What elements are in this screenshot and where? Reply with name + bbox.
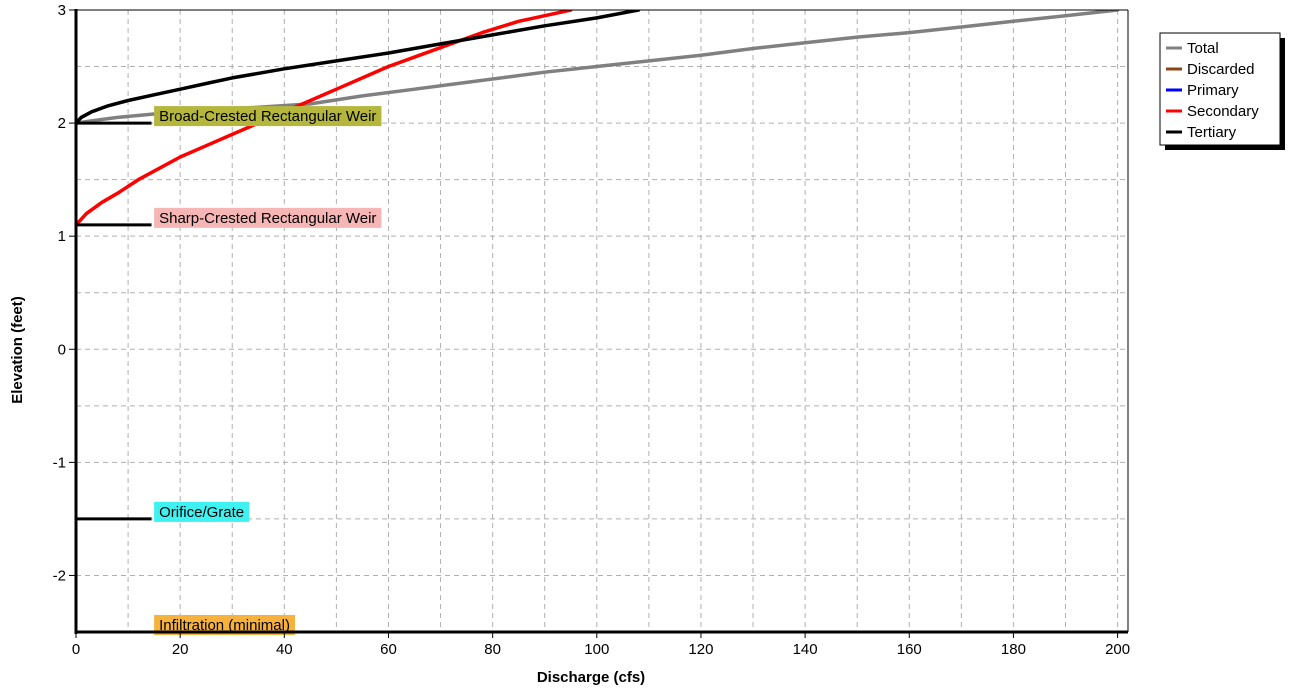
series-line-tertiary xyxy=(76,10,641,125)
legend-label: Total xyxy=(1187,40,1219,57)
x-tick-label: 100 xyxy=(584,641,609,658)
y-tick-label: -1 xyxy=(53,454,66,471)
x-tick-label: 180 xyxy=(1001,641,1026,658)
x-tick-label: 40 xyxy=(276,641,293,658)
outlet-label-bg xyxy=(154,207,382,228)
outlet-label: Sharp-Crested Rectangular Weir xyxy=(159,210,376,227)
outlet-label: Infiltration (minimal) xyxy=(159,617,290,634)
outlet-label-bg xyxy=(154,106,382,127)
y-axis-title: Elevation (feet) xyxy=(9,296,26,404)
y-tick-label: 0 xyxy=(58,341,66,358)
x-axis-title: Discharge (cfs) xyxy=(537,669,645,686)
x-tick-label: 120 xyxy=(688,641,713,658)
y-tick-label: 3 xyxy=(58,2,66,19)
x-tick-label: 0 xyxy=(72,641,80,658)
x-tick-label: 80 xyxy=(484,641,501,658)
axes: 0 20 40 60 80 100 120 140 160 180 200 -2 -1 0 1 2 3 xyxy=(53,2,1130,658)
y-tick-label: 2 xyxy=(58,115,66,132)
grid xyxy=(76,10,1128,632)
legend-label: Secondary xyxy=(1187,103,1259,120)
legend-label: Discarded xyxy=(1187,61,1255,78)
y-tick-label: -2 xyxy=(53,567,66,584)
outlet-label-bg xyxy=(154,615,295,635)
outlet-label-bg xyxy=(154,501,250,522)
x-tick-label: 160 xyxy=(897,641,922,658)
x-tick-label: 140 xyxy=(793,641,818,658)
x-tick-label: 200 xyxy=(1105,641,1130,658)
legend-label: Primary xyxy=(1187,82,1239,99)
legend-label: Tertiary xyxy=(1187,124,1237,141)
x-tick-label: 20 xyxy=(172,641,189,658)
y-tick-label: 1 xyxy=(58,228,66,245)
x-tick-label: 60 xyxy=(380,641,397,658)
outlet-markers: Broad-Crested Rectangular Weir Sharp-Cres… xyxy=(76,106,382,635)
outlet-label: Orifice/Grate xyxy=(159,504,244,521)
outlet-label: Broad-Crested Rectangular Weir xyxy=(159,108,376,125)
legend: Total Discarded Primary Secondary Tertiary xyxy=(1159,32,1285,150)
